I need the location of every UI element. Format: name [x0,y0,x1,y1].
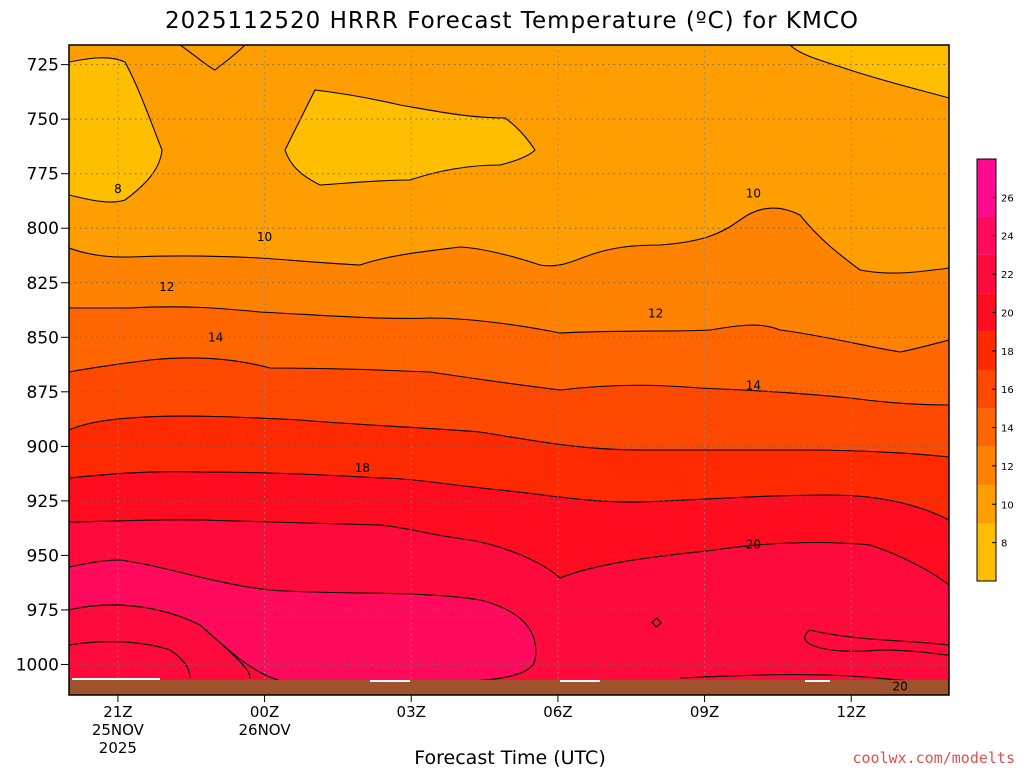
chart-title: 2025112520 HRRR Forecast Temperature (ºC… [165,8,859,34]
contour-line-20-surface [679,673,921,683]
plot-area: 8 10 10 12 12 14 14 18 20 20 [69,45,949,695]
colorbar: 8 10 12 14 16 18 20 22 24 26 [976,158,1014,582]
y-tick-label: 950 [27,546,59,566]
contour-labels: 8 10 10 12 12 14 14 18 20 20 [114,182,908,693]
contour-label: 10 [746,186,761,200]
contour-line-12 [69,306,949,353]
contour-lines [69,45,949,686]
contour-line-24 [69,604,251,679]
colorbar-label: 8 [1001,539,1007,550]
band-8-10-cap [180,45,245,70]
x-axis-label: Forecast Time (UTC) [414,747,605,768]
y-tick-label: 875 [27,383,59,403]
contour-line-18 [69,470,949,521]
colorbar-label: 22 [1001,270,1014,281]
contour-label: 12 [159,280,174,294]
contour-label: 8 [114,182,122,196]
colorbar-band [977,254,996,294]
colorbar-band [977,446,996,486]
colorbar-label: 12 [1001,462,1014,473]
contour-label: 18 [355,461,370,475]
contour-label: 12 [648,306,663,320]
colorbar-band [977,370,996,409]
contour-label: 20 [746,537,761,551]
y-tick-label: 850 [27,328,59,348]
colorbar-border [976,158,997,582]
contour-line-10 [69,207,949,274]
x-tick-label: 26NOV [238,721,291,739]
grid-lines [69,45,949,695]
contour-label: 14 [208,330,223,344]
x-tick-label: 2025 [99,739,137,757]
colorbar-label: 14 [1001,424,1014,435]
contour-line-20 [69,519,949,586]
contour-label: 10 [257,230,272,244]
y-tick-label: 825 [27,274,59,294]
contour-line-8-right [789,45,949,99]
contour-line-8-center [284,89,536,186]
credit-text: coolwx.com/modelts [852,749,1015,767]
colorbar-label: 20 [1001,308,1014,319]
surface-white-ticks [72,678,830,682]
contour-line-16 [69,415,949,458]
band-20-22-lower [535,546,949,695]
x-tick-label: 06Z [543,703,572,721]
x-tick-label: 03Z [397,703,426,721]
y-tick-label: 750 [27,110,59,130]
y-axis: 725 750 775 800 825 850 875 900 925 950 975 1000 [16,56,69,675]
y-tick-label: 925 [27,492,59,512]
y-tick-label: 900 [27,437,59,457]
contour-line-14 [69,357,949,406]
plot-border [68,44,950,696]
y-tick-label: 800 [27,219,59,239]
colorbar-band [977,523,996,581]
contour-line-8-top [179,45,246,71]
colorbar-band [977,216,996,255]
contour-label: 14 [746,378,761,392]
contour-line-22-blip [651,617,662,628]
x-tick-label: 12Z [837,703,866,721]
colorbar-band [977,485,996,524]
y-tick-label: 975 [27,601,59,621]
y-tick-label: 775 [27,165,59,185]
colorbar-label: 16 [1001,385,1014,396]
colorbar-band [977,159,996,217]
band-6-8 [69,45,949,203]
y-tick-label: 1000 [16,655,59,675]
colorbar-label: 26 [1001,193,1014,204]
colorbar-label: 24 [1001,232,1014,243]
x-tick-label: 21Z [103,703,132,721]
colorbar-band [977,331,996,370]
colorbar-band [977,408,996,447]
x-tick-label: 09Z [690,703,719,721]
contour-line-22-right [804,629,949,656]
colorbar-band [977,293,996,332]
y-tick-label: 725 [27,56,59,76]
colorbar-label: 18 [1001,347,1014,358]
contour-line-8-left [69,57,163,203]
contour-label: 20 [892,679,907,693]
surface-strip [69,680,949,695]
x-tick-label: 25NOV [92,721,145,739]
contour-line-24b [69,641,191,679]
colorbar-label: 10 [1001,500,1014,511]
x-tick-label: 00Z [250,703,279,721]
